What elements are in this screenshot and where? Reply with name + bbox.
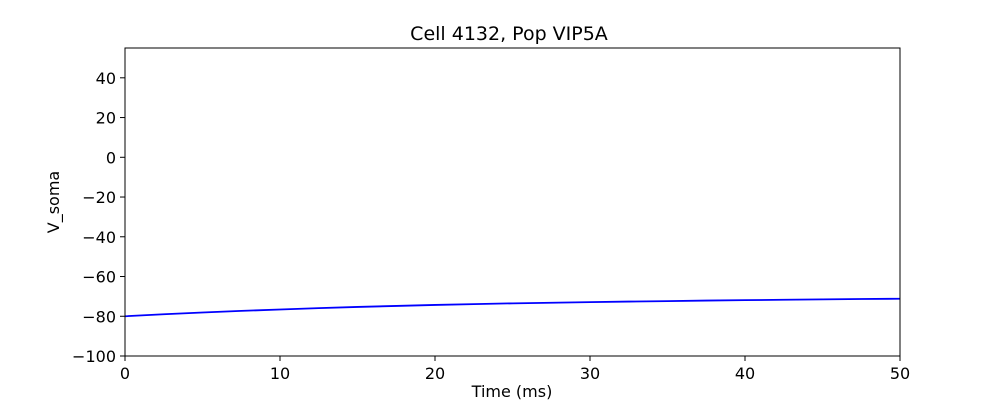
chart-title: Cell 4132, Pop VIP5A <box>410 23 608 45</box>
y-tick-label: 0 <box>106 148 116 167</box>
x-tick-label: 30 <box>580 364 600 383</box>
x-tick-label: 20 <box>425 364 445 383</box>
y-tick-label: −20 <box>82 188 116 207</box>
y-tick-label: −80 <box>82 307 116 326</box>
x-tick-label: 40 <box>735 364 755 383</box>
x-tick-label: 0 <box>120 364 130 383</box>
x-axis: 0 10 20 30 40 50 <box>120 356 910 383</box>
x-axis-label: Time (ms) <box>471 382 553 400</box>
axes-frame <box>124 47 901 357</box>
y-axis-label: V_soma <box>44 171 64 233</box>
y-tick-label: −100 <box>72 347 116 366</box>
series-line <box>124 297 901 318</box>
x-tick-label: 10 <box>270 364 290 383</box>
y-tick-label: 40 <box>96 69 116 88</box>
y-tick-label: 20 <box>96 109 116 128</box>
plot-area <box>124 47 901 357</box>
x-tick-label: 50 <box>890 364 910 383</box>
y-tick-label: −60 <box>82 268 116 287</box>
y-tick-label: −40 <box>82 228 116 247</box>
y-axis: −100 −80 −60 −40 −20 0 20 40 <box>72 69 125 366</box>
